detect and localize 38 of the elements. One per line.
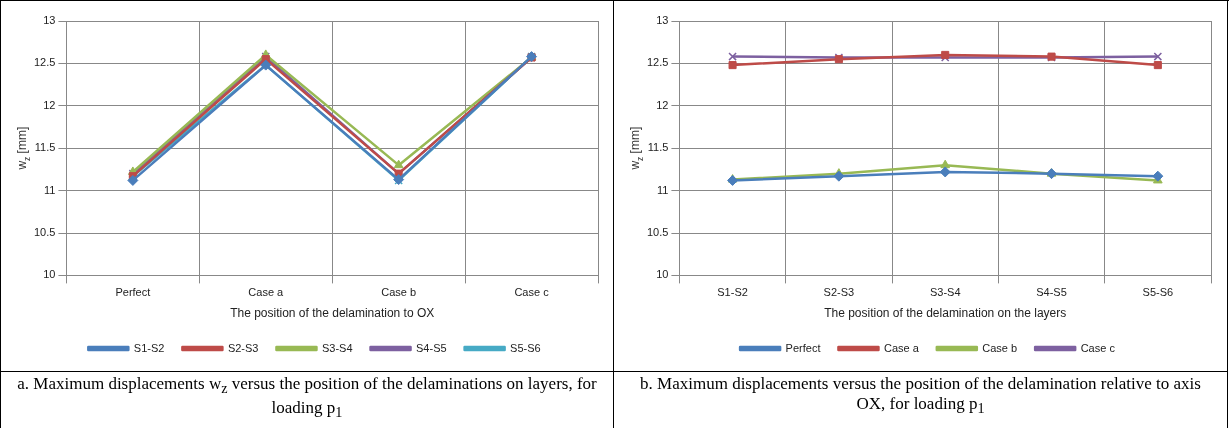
legend-label: Case b xyxy=(982,341,1018,354)
y-tick-label: 12.5 xyxy=(33,56,56,69)
x-tick-label: Case c xyxy=(514,286,550,299)
y-tick-label: 10.5 xyxy=(33,226,56,239)
x-axis-title: The position of the delamination to OX xyxy=(230,306,435,321)
x-tick-label: S1-S2 xyxy=(717,286,748,299)
legend-label: S5-S6 xyxy=(510,341,541,354)
x-tick-label: S2-S3 xyxy=(823,286,855,299)
legend-label: Case c xyxy=(1080,341,1116,354)
y-tick-label: 10 xyxy=(656,268,669,281)
legend-label: Perfect xyxy=(785,341,821,354)
y-tick-label: 12 xyxy=(656,98,669,111)
y-tick-label: 10.5 xyxy=(646,226,669,239)
x-axis-title: The position of the delamination on the layers xyxy=(824,306,1067,321)
x-tick-label: Perfect xyxy=(115,286,151,299)
legend-label: S1-S2 xyxy=(133,341,165,354)
x-tick-label: Case b xyxy=(381,286,417,299)
x-tick-label: Case a xyxy=(248,286,285,299)
y-tick-label: 10 xyxy=(43,268,56,281)
y-tick-label: 13 xyxy=(656,14,669,27)
x-tick-label: S3-S4 xyxy=(929,286,961,299)
legend-label: S4-S5 xyxy=(416,341,447,354)
y-tick-label: 11.5 xyxy=(34,141,56,154)
y-tick-label: 11 xyxy=(43,183,56,196)
legend-label: S3-S4 xyxy=(321,341,353,354)
y-tick-label: 12 xyxy=(43,98,56,111)
x-tick-label: S5-S6 xyxy=(1142,286,1174,299)
y-tick-label: 13 xyxy=(43,14,56,27)
y-axis-title: wz [mm] xyxy=(628,126,645,171)
legend-label: S2-S3 xyxy=(227,341,259,354)
text: b. Maximum displacements versus the position of the delamination relative to axis OX, for loading p$_{1}$ xyxy=(639,373,1202,419)
y-tick-label: 11 xyxy=(656,183,669,196)
text: a. Maximum displacements w$_{z}$ versus the position of the delaminations on layers, for loading p$_{1}$ xyxy=(16,373,598,423)
y-tick-label: 11.5 xyxy=(647,141,669,154)
y-tick-label: 12.5 xyxy=(646,56,669,69)
x-tick-label: S4-S5 xyxy=(1036,286,1067,299)
y-axis-title: wz [mm] xyxy=(15,126,32,171)
legend-label: Case a xyxy=(883,341,920,354)
